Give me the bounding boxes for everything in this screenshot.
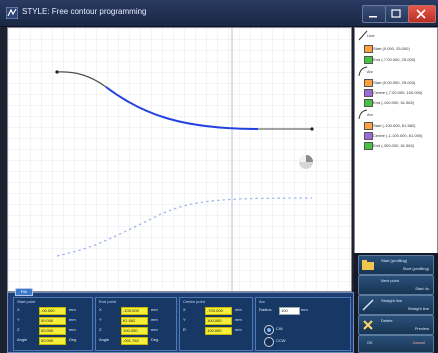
centre-x-field[interactable]: -700.000 [205, 307, 232, 315]
start-z-field[interactable]: 00.000 [39, 327, 66, 335]
close-button[interactable] [408, 5, 436, 23]
centre-point-group: Centre point X -700.000 mm Y 100.000 mm … [179, 297, 253, 351]
arc-options-group: Arc Radius 100 mm CW CCW [255, 297, 351, 351]
end-z-field[interactable]: 100.000 [121, 327, 148, 335]
line-tool-icon [362, 299, 374, 311]
tab-file[interactable]: File [15, 288, 33, 296]
cancel-button[interactable]: Cancel [412, 340, 425, 345]
end-point-icon [364, 99, 373, 107]
start-profiling-button[interactable]: Start (profiling) Start (profiling) [358, 255, 434, 275]
maximize-button[interactable] [385, 5, 409, 23]
arc-radius-field[interactable]: 100 [279, 307, 300, 315]
end-point-group: End point X -100.000 mm Y 61.562 mm Z 10… [95, 297, 177, 351]
app-icon [6, 7, 18, 19]
centre-y-field[interactable]: 100.000 [205, 317, 232, 325]
start-point-group: Start point X -00.000 mm Y 00.000 mm Z 0… [13, 297, 93, 351]
start-point-icon [364, 122, 373, 130]
contour-line-start[interactable] [56, 71, 107, 88]
arc-segment-icon [358, 109, 368, 120]
ccw-radio[interactable] [264, 337, 274, 347]
folder-icon [362, 260, 374, 270]
centre-point-icon [364, 89, 373, 97]
ok-cancel-bar: OK Cancel [358, 335, 434, 353]
cw-radio[interactable] [264, 325, 274, 335]
mirror-contour [56, 197, 313, 257]
ok-button[interactable]: OK [367, 340, 373, 345]
next-point-button[interactable]: Next point Start 4x [358, 275, 434, 295]
contour-arc[interactable] [105, 86, 259, 130]
start-point-icon [364, 79, 373, 87]
title-bar: STYLE: Free contour programming [0, 0, 438, 27]
end-point-icon [364, 142, 373, 150]
start-y-field[interactable]: 00.000 [39, 317, 66, 325]
end-x-field[interactable]: -100.000 [121, 307, 148, 315]
pie-cursor-icon [299, 155, 313, 169]
minimize-icon [369, 16, 377, 18]
radius-field[interactable]: 100.000 [205, 327, 232, 335]
drawing-canvas[interactable] [7, 27, 352, 292]
minimize-button[interactable] [362, 5, 386, 23]
end-y-field[interactable]: 61.562 [121, 317, 148, 325]
straight-line-button[interactable]: Straight line Straight line [358, 295, 434, 315]
delete-button[interactable]: Delete Preview [358, 315, 434, 335]
close-icon [416, 9, 426, 19]
end-angle-field[interactable]: -001.762 [121, 337, 148, 345]
start-point-icon [364, 45, 373, 53]
action-panel: Start (profiling) Start (profiling) Next… [354, 253, 438, 353]
start-angle-field[interactable]: 00.000 [39, 337, 66, 345]
properties-panel: File Start point X -00.000 mm Y 00.000 m… [7, 288, 354, 353]
contour-drawing[interactable] [8, 28, 351, 291]
contour-end-point[interactable] [310, 127, 314, 131]
contour-start-point[interactable] [55, 70, 59, 74]
centre-point-icon [364, 132, 373, 140]
delete-icon [363, 320, 373, 330]
contour-tree[interactable]: Line Start (0.000, 25.000) End (-7.00.00… [354, 27, 438, 254]
start-x-field[interactable]: -00.000 [39, 307, 66, 315]
line-segment-icon [358, 30, 368, 41]
end-point-icon [364, 56, 373, 64]
window-title: STYLE: Free contour programming [22, 7, 147, 16]
maximize-icon [391, 9, 401, 18]
arc-segment-icon [358, 66, 368, 77]
